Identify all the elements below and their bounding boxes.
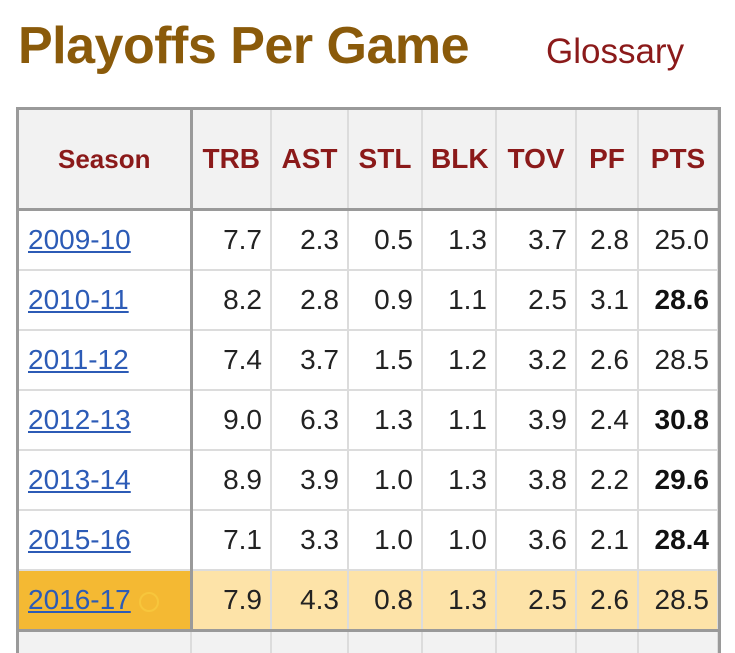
season-link[interactable]: 2010-11	[28, 284, 129, 315]
ast-cell: 2.8	[271, 270, 349, 331]
table-row-highlighted: 2016-17 7.9 4.3 0.8 1.3 2.5 2.6 28.5	[19, 570, 718, 632]
tov-cell: 3.6	[496, 510, 577, 571]
season-link[interactable]: 2011-12	[28, 344, 129, 375]
blk-cell: 1.3	[422, 450, 497, 511]
pf-cell: 2.2	[576, 450, 639, 511]
footer-cell	[19, 629, 192, 653]
ast-cell: 6.3	[271, 390, 349, 451]
tov-cell: 2.5	[496, 270, 577, 331]
pts-cell: 29.6	[638, 450, 718, 511]
stl-cell: 0.8	[348, 570, 423, 632]
table-row: 2011-12 7.4 3.7 1.5 1.2 3.2 2.6 28.5	[19, 330, 718, 391]
pf-cell: 2.8	[576, 209, 639, 271]
tov-cell: 3.2	[496, 330, 577, 391]
column-header-tov[interactable]: TOV	[496, 110, 577, 211]
ast-cell: 3.9	[271, 450, 349, 511]
trb-cell: 7.9	[191, 570, 272, 632]
pts-cell: 28.4	[638, 510, 718, 571]
blk-cell: 1.3	[422, 209, 497, 271]
table-row: 2013-14 8.9 3.9 1.0 1.3 3.8 2.2 29.6	[19, 450, 718, 511]
column-header-ast[interactable]: AST	[271, 110, 349, 211]
ast-cell: 2.3	[271, 209, 349, 271]
blk-cell: 1.2	[422, 330, 497, 391]
pf-cell: 3.1	[576, 270, 639, 331]
table-row: 2010-11 8.2 2.8 0.9 1.1 2.5 3.1 28.6	[19, 270, 718, 331]
column-header-trb[interactable]: TRB	[191, 110, 272, 211]
trb-cell: 7.1	[191, 510, 272, 571]
footer-cell	[271, 629, 349, 653]
ast-cell: 3.3	[271, 510, 349, 571]
pts-cell: 28.5	[638, 330, 718, 391]
column-header-season[interactable]: Season	[19, 110, 193, 211]
footer-cell	[422, 629, 497, 653]
ast-cell: 3.7	[271, 330, 349, 391]
blk-cell: 1.1	[422, 270, 497, 331]
ast-cell: 4.3	[271, 570, 349, 632]
page-title: Playoffs Per Game	[18, 17, 470, 75]
footer-cell	[638, 629, 718, 653]
tov-cell: 3.9	[496, 390, 577, 451]
pts-cell: 30.8	[638, 390, 718, 451]
pts-cell: 25.0	[638, 209, 718, 271]
stl-cell: 1.5	[348, 330, 423, 391]
footer-cell	[496, 629, 577, 653]
tov-cell: 2.5	[496, 570, 577, 632]
season-cell: 2009-10	[19, 209, 193, 271]
table-row: 2015-16 7.1 3.3 1.0 1.0 3.6 2.1 28.4	[19, 510, 718, 571]
season-cell: 2013-14	[19, 450, 193, 511]
season-cell: 2016-17	[19, 570, 193, 632]
pts-cell: 28.5	[638, 570, 718, 632]
season-link[interactable]: 2016-17	[28, 584, 131, 615]
season-cell: 2015-16	[19, 510, 193, 571]
stl-cell: 1.3	[348, 390, 423, 451]
stl-cell: 0.5	[348, 209, 423, 271]
footer-cell	[576, 629, 639, 653]
trb-cell: 7.7	[191, 209, 272, 271]
glossary-link[interactable]: Glossary	[546, 32, 685, 71]
tov-cell: 3.7	[496, 209, 577, 271]
trb-cell: 8.9	[191, 450, 272, 511]
blk-cell: 1.3	[422, 570, 497, 632]
table-header-row: Season TRB AST STL BLK TOV PF PTS	[19, 110, 718, 211]
stats-table-container: Season TRB AST STL BLK TOV PF PTS 2009-1…	[16, 107, 721, 653]
playoffs-per-game-table: Season TRB AST STL BLK TOV PF PTS 2009-1…	[19, 110, 718, 653]
season-link[interactable]: 2009-10	[28, 224, 131, 255]
stl-cell: 0.9	[348, 270, 423, 331]
stl-cell: 1.0	[348, 450, 423, 511]
season-link[interactable]: 2015-16	[28, 524, 131, 555]
blk-cell: 1.0	[422, 510, 497, 571]
trb-cell: 8.2	[191, 270, 272, 331]
trb-cell: 9.0	[191, 390, 272, 451]
pf-cell: 2.6	[576, 330, 639, 391]
blk-cell: 1.1	[422, 390, 497, 451]
table-footer-row	[19, 629, 718, 653]
column-header-pf[interactable]: PF	[576, 110, 639, 211]
season-link[interactable]: 2012-13	[28, 404, 131, 435]
footer-cell	[191, 629, 272, 653]
circle-outline-icon	[138, 591, 159, 612]
column-header-blk[interactable]: BLK	[422, 110, 497, 211]
table-row: 2012-13 9.0 6.3 1.3 1.1 3.9 2.4 30.8	[19, 390, 718, 451]
season-link[interactable]: 2013-14	[28, 464, 131, 495]
page-header: Playoffs Per Game Glossary	[18, 14, 718, 84]
season-cell: 2012-13	[19, 390, 193, 451]
column-header-stl[interactable]: STL	[348, 110, 423, 211]
pf-cell: 2.6	[576, 570, 639, 632]
column-header-pts[interactable]: PTS	[638, 110, 718, 211]
trb-cell: 7.4	[191, 330, 272, 391]
table-row: 2009-10 7.7 2.3 0.5 1.3 3.7 2.8 25.0	[19, 209, 718, 271]
season-cell: 2011-12	[19, 330, 193, 391]
pf-cell: 2.1	[576, 510, 639, 571]
stl-cell: 1.0	[348, 510, 423, 571]
pf-cell: 2.4	[576, 390, 639, 451]
tov-cell: 3.8	[496, 450, 577, 511]
season-cell: 2010-11	[19, 270, 193, 331]
footer-cell	[348, 629, 423, 653]
pts-cell: 28.6	[638, 270, 718, 331]
